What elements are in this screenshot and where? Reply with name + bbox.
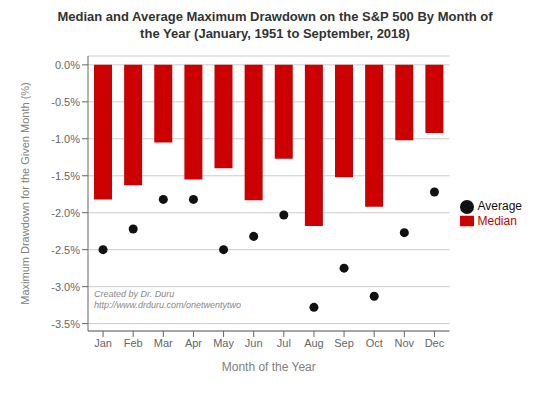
svg-text:Sep: Sep [334, 337, 354, 349]
html-text:Median: Median [477, 213, 517, 228]
svg-text:-3.5%: -3.5% [51, 318, 80, 330]
svg-text:Jun: Jun [245, 337, 263, 349]
html-text:http://www.drduru.com/onetwent: http://www.drduru.com/onetwentytwo [94, 300, 242, 310]
svg-text:Aug: Aug [304, 337, 324, 349]
svg-text:-1.5%: -1.5% [51, 170, 80, 182]
svg-text:-0.5%: -0.5% [51, 96, 80, 108]
svg-text:Jul: Jul [277, 337, 291, 349]
svg-text:Oct: Oct [366, 337, 383, 349]
svg-text:Maximum Drawdown for the Given: Maximum Drawdown for the Given Month (%) [19, 82, 31, 305]
svg-text:Mar: Mar [154, 337, 173, 349]
html-text:Median and Average Maximum Dra: Median and Average Maximum Drawdown on t… [57, 9, 493, 24]
svg-text:-3.0%: -3.0% [51, 281, 80, 293]
svg-text:Jan: Jan [94, 337, 112, 349]
svg-text:Month of the Year: Month of the Year [222, 360, 316, 374]
svg-text:Dec: Dec [425, 337, 445, 349]
svg-text:Apr: Apr [185, 337, 202, 349]
svg-text:-2.0%: -2.0% [51, 207, 80, 219]
svg-text:0.0%: 0.0% [55, 59, 80, 71]
html-text:Average: Average [477, 198, 522, 213]
svg-text:Nov: Nov [395, 337, 415, 349]
svg-text:-2.5%: -2.5% [51, 244, 80, 256]
svg-text:Feb: Feb [124, 337, 143, 349]
svg-text:-1.0%: -1.0% [51, 133, 80, 145]
html-text:Created by Dr. Duru: Created by Dr. Duru [94, 289, 175, 299]
svg-text:May: May [213, 337, 234, 349]
html-text:the Year (January, 1951 to Sep: the Year (January, 1951 to September, 20… [140, 26, 410, 41]
